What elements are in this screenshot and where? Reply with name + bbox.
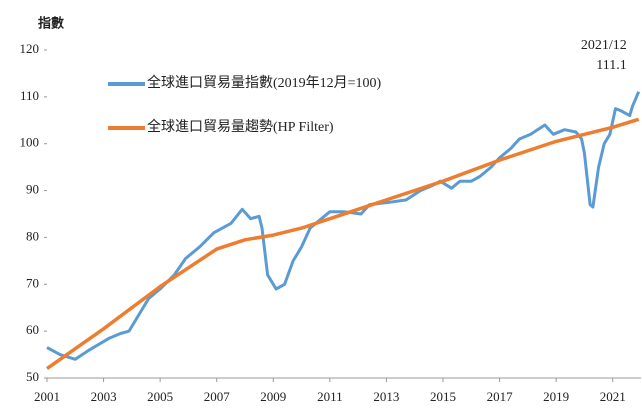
y-tick-label: 70	[26, 275, 39, 290]
x-tick-label: 2013	[373, 389, 399, 404]
x-tick-label: 2003	[91, 389, 117, 404]
x-tick-label: 2015	[430, 389, 456, 404]
legend-label: 全球進口貿易量趨勢(HP Filter)	[147, 118, 334, 135]
x-tick-label: 2011	[317, 389, 343, 404]
x-tick-label: 2009	[260, 389, 286, 404]
x-tick-label: 2005	[147, 389, 173, 404]
y-tick-label: 90	[26, 182, 39, 197]
y-tick-label: 60	[26, 322, 39, 337]
y-tick-label: 110	[20, 88, 39, 103]
x-tick-label: 2021	[600, 389, 626, 404]
x-tick-label: 2019	[543, 389, 569, 404]
x-tick-label: 2017	[487, 389, 514, 404]
annotation: 111.1	[596, 58, 626, 73]
x-tick-label: 2007	[204, 389, 231, 404]
line-series	[46, 91, 641, 361]
x-tick-label: 2001	[34, 389, 60, 404]
y-tick-label: 80	[26, 228, 39, 243]
y-tick-label: 120	[20, 41, 40, 56]
legend-label: 全球進口貿易量指數(2019年12月=100)	[147, 74, 382, 91]
y-axis-label: 指數	[38, 16, 64, 32]
y-tick-label: 50	[26, 369, 39, 384]
annotation: 2021/12	[581, 38, 627, 53]
y-tick-label: 100	[20, 135, 40, 150]
line-series	[45, 117, 640, 371]
